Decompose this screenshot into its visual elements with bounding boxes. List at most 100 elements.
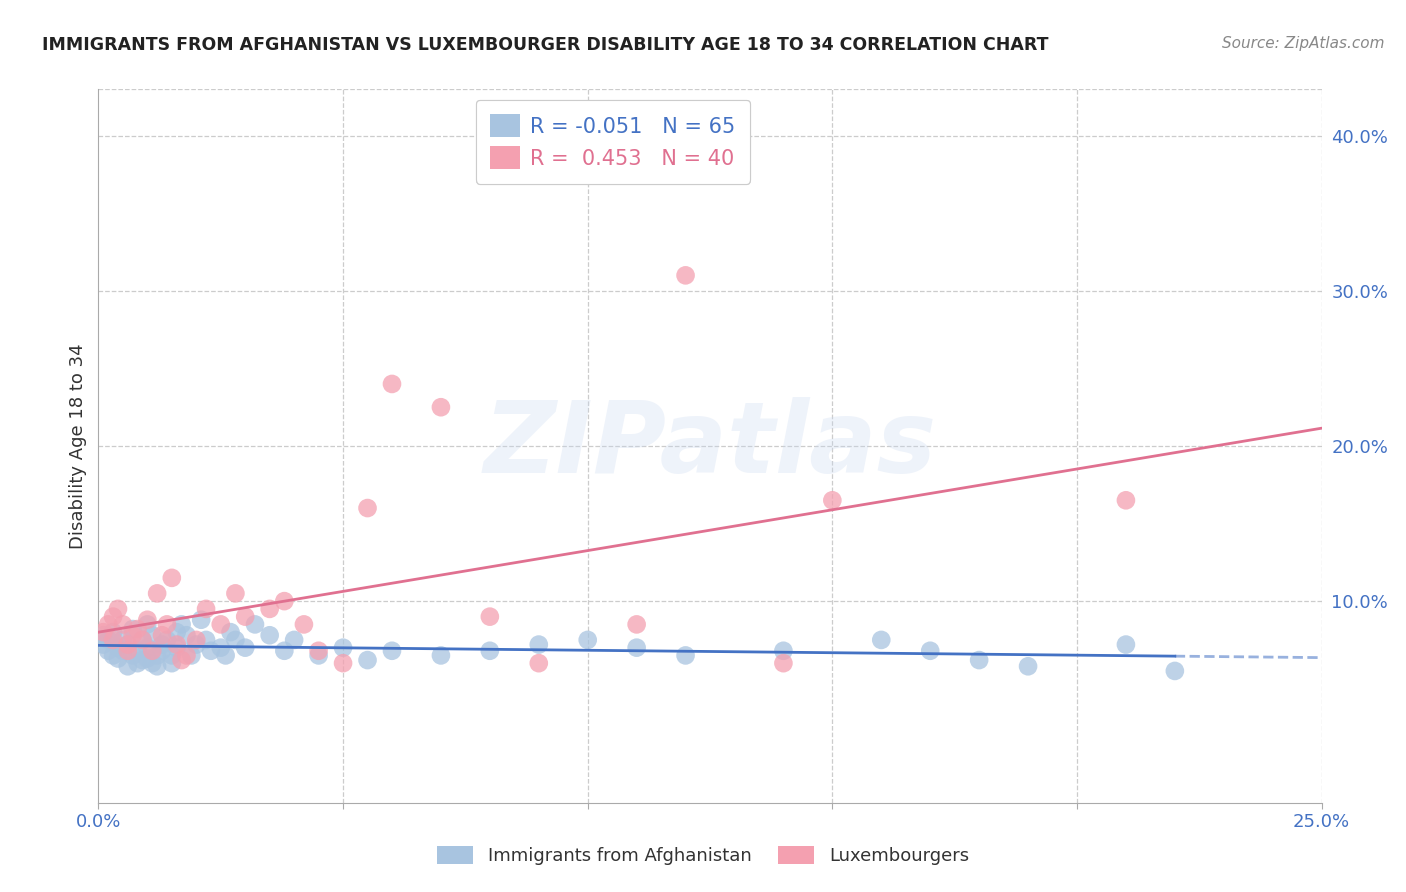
Point — [97, 632, 120, 647]
Point — [146, 586, 169, 600]
Point — [127, 644, 149, 658]
Point — [1017, 659, 1039, 673]
Legend: R = -0.051   N = 65, R =  0.453   N = 40: R = -0.051 N = 65, R = 0.453 N = 40 — [475, 100, 749, 184]
Point — [224, 632, 246, 647]
Point — [356, 501, 378, 516]
Point — [141, 644, 163, 658]
Point — [101, 625, 124, 640]
Point — [150, 628, 173, 642]
Point — [121, 622, 143, 636]
Point — [308, 644, 330, 658]
Point — [527, 638, 550, 652]
Point — [107, 651, 129, 665]
Point — [176, 628, 198, 642]
Point — [195, 632, 218, 647]
Point — [219, 625, 242, 640]
Point — [200, 644, 222, 658]
Point — [283, 632, 305, 647]
Point — [101, 609, 124, 624]
Point — [131, 632, 153, 647]
Point — [146, 659, 169, 673]
Point — [1115, 493, 1137, 508]
Point — [224, 586, 246, 600]
Y-axis label: Disability Age 18 to 34: Disability Age 18 to 34 — [69, 343, 87, 549]
Point — [141, 656, 163, 670]
Point — [160, 648, 183, 663]
Point — [160, 571, 183, 585]
Point — [107, 602, 129, 616]
Point — [273, 594, 295, 608]
Point — [675, 648, 697, 663]
Point — [1115, 638, 1137, 652]
Point — [772, 656, 794, 670]
Text: IMMIGRANTS FROM AFGHANISTAN VS LUXEMBOURGER DISABILITY AGE 18 TO 34 CORRELATION : IMMIGRANTS FROM AFGHANISTAN VS LUXEMBOUR… — [42, 36, 1049, 54]
Point — [1164, 664, 1187, 678]
Point — [273, 644, 295, 658]
Point — [292, 617, 315, 632]
Point — [209, 640, 232, 655]
Point — [91, 638, 114, 652]
Point — [166, 625, 188, 640]
Point — [146, 648, 169, 663]
Point — [91, 628, 114, 642]
Text: ZIPatlas: ZIPatlas — [484, 398, 936, 494]
Point — [117, 644, 139, 658]
Point — [136, 640, 159, 655]
Point — [91, 625, 114, 640]
Point — [626, 617, 648, 632]
Point — [101, 648, 124, 663]
Point — [243, 617, 266, 632]
Point — [170, 617, 193, 632]
Point — [97, 617, 120, 632]
Point — [190, 613, 212, 627]
Point — [111, 644, 134, 658]
Point — [381, 376, 404, 391]
Point — [131, 632, 153, 647]
Point — [478, 609, 501, 624]
Point — [111, 617, 134, 632]
Point — [967, 653, 990, 667]
Point — [136, 613, 159, 627]
Point — [332, 640, 354, 655]
Point — [675, 268, 697, 283]
Point — [121, 628, 143, 642]
Point — [101, 632, 124, 647]
Point — [214, 648, 236, 663]
Point — [136, 651, 159, 665]
Point — [356, 653, 378, 667]
Point — [127, 622, 149, 636]
Point — [259, 602, 281, 616]
Point — [170, 653, 193, 667]
Point — [176, 648, 198, 663]
Point — [97, 644, 120, 658]
Point — [527, 656, 550, 670]
Point — [127, 656, 149, 670]
Legend: Immigrants from Afghanistan, Luxembourgers: Immigrants from Afghanistan, Luxembourge… — [427, 837, 979, 874]
Point — [156, 632, 179, 647]
Point — [870, 632, 893, 647]
Point — [259, 628, 281, 642]
Point — [121, 648, 143, 663]
Point — [430, 648, 453, 663]
Point — [821, 493, 844, 508]
Point — [180, 648, 202, 663]
Point — [233, 609, 256, 624]
Point — [150, 638, 173, 652]
Point — [117, 659, 139, 673]
Point — [576, 632, 599, 647]
Point — [478, 644, 501, 658]
Point — [136, 617, 159, 632]
Point — [117, 638, 139, 652]
Point — [233, 640, 256, 655]
Text: Source: ZipAtlas.com: Source: ZipAtlas.com — [1222, 36, 1385, 51]
Point — [160, 656, 183, 670]
Point — [209, 617, 232, 632]
Point — [186, 638, 208, 652]
Point — [131, 653, 153, 667]
Point — [195, 602, 218, 616]
Point — [626, 640, 648, 655]
Point — [772, 644, 794, 658]
Point — [381, 644, 404, 658]
Point — [332, 656, 354, 670]
Point — [117, 638, 139, 652]
